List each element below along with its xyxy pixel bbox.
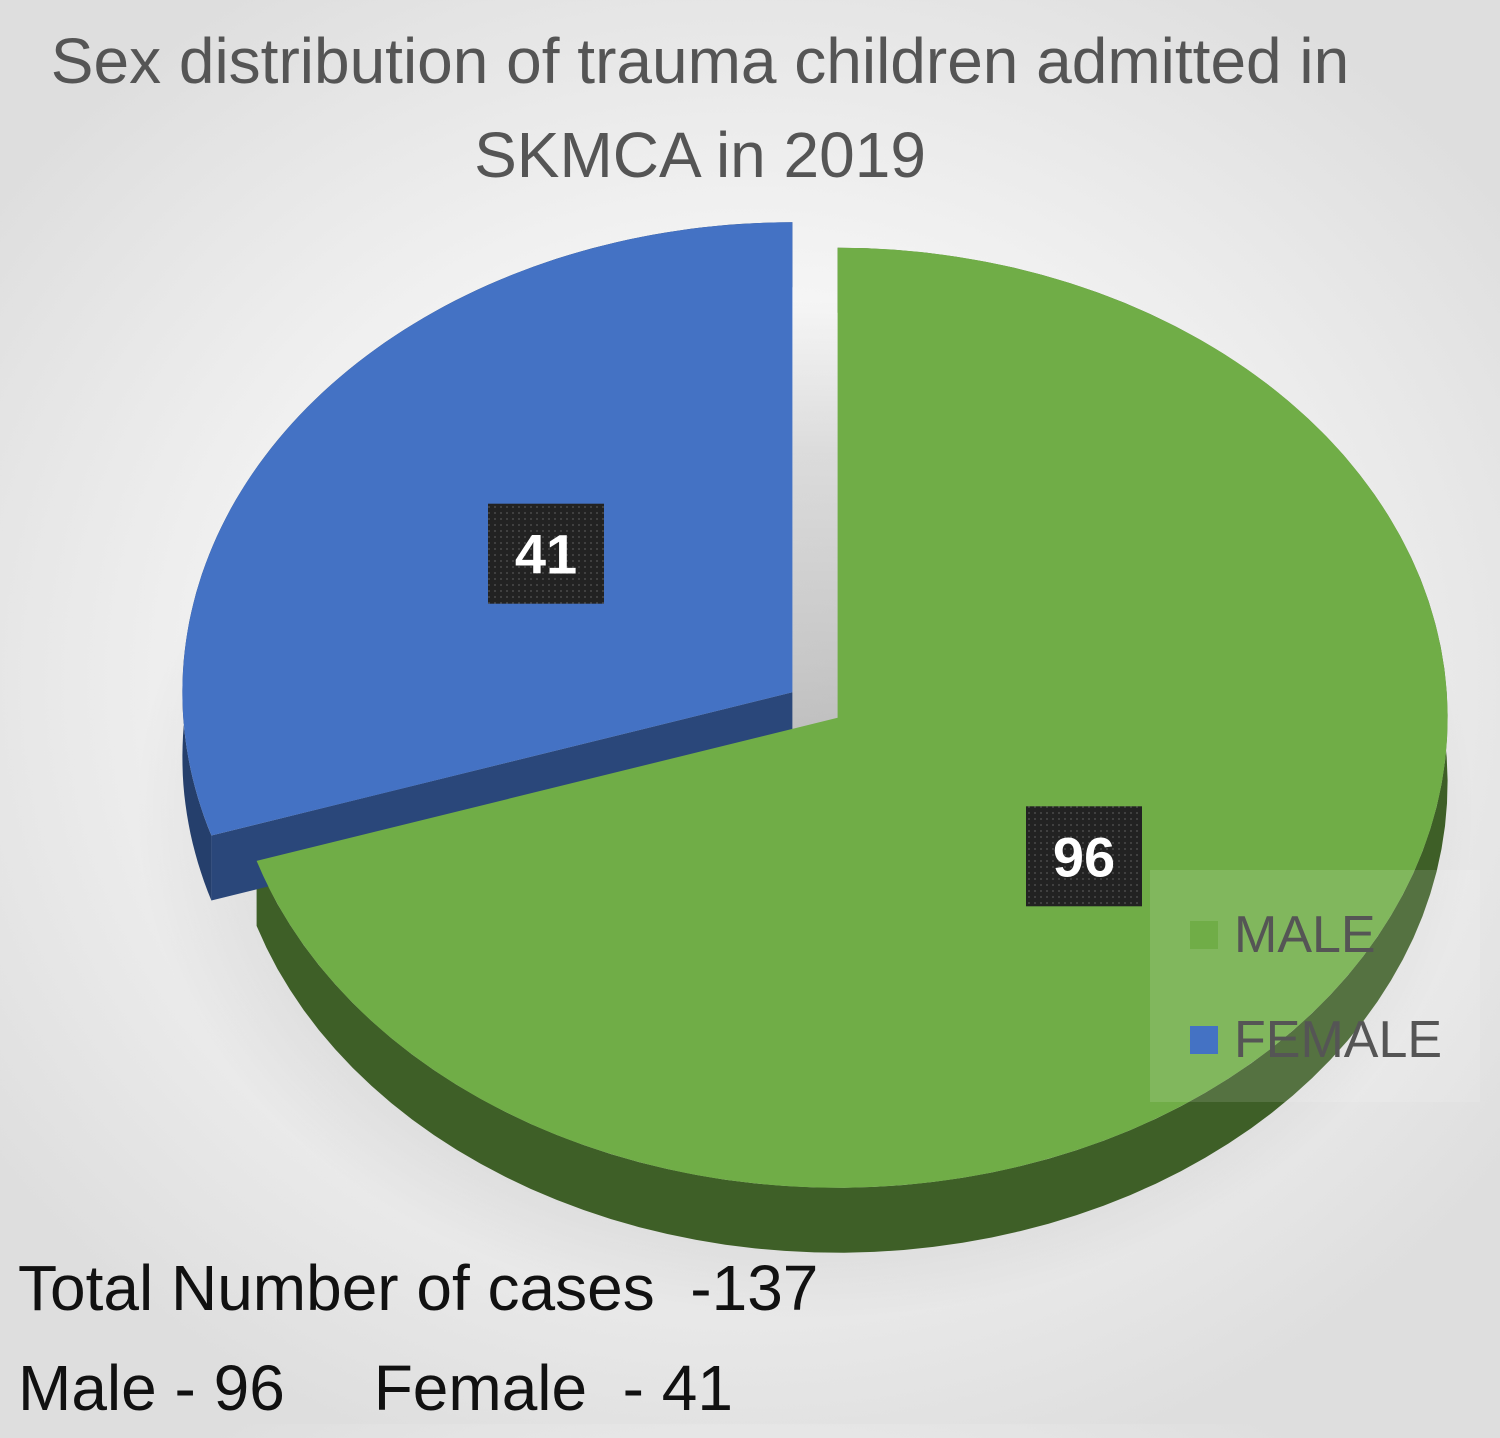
chart-title: Sex distribution of trauma children admi… — [50, 25, 1350, 191]
chart-legend: MALE FEMALE — [1150, 870, 1480, 1102]
case-summary: Total Number of cases -137 Male - 96 Fem… — [18, 1238, 818, 1438]
pie-slice-female — [182, 222, 793, 836]
data-label-male: 96 — [1026, 806, 1142, 907]
data-label-box-female — [488, 503, 604, 604]
legend-swatch-female — [1190, 1026, 1218, 1054]
pie-slice-male — [256, 247, 1448, 1188]
data-label-female: 41 — [488, 503, 604, 604]
data-label-text-female: 41 — [515, 523, 577, 586]
data-label-text-male: 96 — [1053, 825, 1115, 888]
legend-item-male: MALE — [1190, 905, 1376, 965]
summary-total: Total Number of cases -137 — [18, 1252, 819, 1324]
summary-breakdown: Male - 96 Female - 41 — [18, 1352, 733, 1424]
data-label-box-male — [1026, 806, 1142, 907]
legend-label-male: MALE — [1234, 906, 1376, 964]
legend-label-female: FEMALE — [1234, 1011, 1443, 1069]
legend-swatch-male — [1190, 921, 1218, 949]
legend-item-female: FEMALE — [1190, 1010, 1442, 1070]
